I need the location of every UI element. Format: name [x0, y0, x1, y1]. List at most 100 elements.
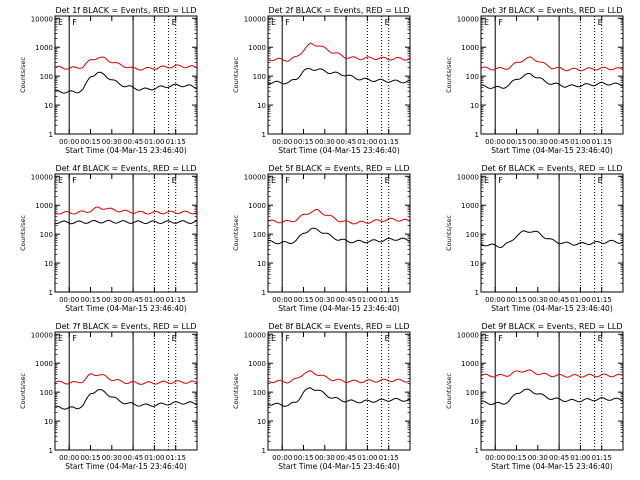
marker-label: E	[271, 176, 276, 185]
panel-title: Det 2f BLACK = Events, RED = LLD	[268, 6, 409, 15]
panel-title: Det 4f BLACK = Events, RED = LLD	[55, 164, 196, 173]
series-line-lld	[54, 206, 198, 215]
x-tick-label: 00:45	[549, 296, 569, 304]
detector-panel: Det 5f BLACK = Events, RED = LLD 1 10 100 10…	[232, 164, 411, 313]
x-tick-label: 00:00	[272, 454, 292, 462]
plot-frame	[54, 173, 198, 293]
y-tick-label: 100	[40, 73, 53, 81]
x-tick-label: 01:15	[166, 138, 186, 146]
y-tick-label: 1000	[35, 44, 53, 52]
series-line-lld	[54, 373, 198, 385]
panel-title: Det 9f BLACK = Events, RED = LLD	[481, 322, 622, 331]
y-tick-label: 1000	[461, 360, 479, 368]
x-tick-label: 00:45	[336, 454, 356, 462]
y-axis-label: Counts/sec	[19, 373, 27, 409]
x-tick-label: 01:15	[592, 296, 612, 304]
series-line-events	[480, 230, 624, 248]
y-tick-label: 10	[470, 102, 479, 110]
y-tick-label: 10	[44, 418, 53, 426]
marker-label: E	[598, 334, 603, 343]
y-tick-label: 1	[49, 289, 53, 297]
x-tick-label: 00:30	[528, 296, 548, 304]
y-tick-label: 1	[49, 131, 53, 139]
x-tick-label: 00:30	[102, 138, 122, 146]
x-tick-label: 00:15	[80, 296, 100, 304]
x-axis-label: Start Time (04-Mar-15 23:46:40)	[491, 304, 613, 313]
y-tick-label: 1000	[461, 44, 479, 52]
series-line-events	[480, 73, 624, 89]
x-axis-label: Start Time (04-Mar-15 23:46:40)	[491, 146, 613, 155]
x-tick-label: 01:00	[144, 454, 164, 462]
marker-label: E	[172, 18, 177, 27]
x-tick-label: 01:00	[570, 454, 590, 462]
x-tick-label: 00:30	[528, 454, 548, 462]
marker-label: E	[172, 334, 177, 343]
plot-frame	[54, 331, 198, 451]
detector-panel: Det 8f BLACK = Events, RED = LLD 1 10 100 10…	[232, 322, 411, 471]
series-line-lld	[267, 370, 411, 384]
x-axis-label: Start Time (04-Mar-15 23:46:40)	[65, 462, 187, 471]
y-tick-label: 10	[257, 102, 266, 110]
x-tick-label: 00:15	[293, 454, 313, 462]
plot-frame	[267, 173, 411, 293]
x-tick-label: 01:00	[357, 296, 377, 304]
x-tick-label: 00:45	[336, 296, 356, 304]
x-tick-label: 00:15	[506, 454, 526, 462]
marker-label: F	[498, 334, 503, 343]
marker-label: E	[484, 176, 489, 185]
plot-frame	[54, 15, 198, 135]
detector-panel: Det 6f BLACK = Events, RED = LLD 1 10 100 10…	[445, 164, 624, 313]
series-line-events	[54, 71, 198, 94]
panel-title: Det 3f BLACK = Events, RED = LLD	[481, 6, 622, 15]
x-tick-label: 00:15	[80, 454, 100, 462]
x-tick-label: 01:15	[379, 454, 399, 462]
x-tick-label: 00:15	[293, 296, 313, 304]
x-axis-label: Start Time (04-Mar-15 23:46:40)	[278, 462, 400, 471]
y-tick-label: 100	[40, 389, 53, 397]
series-line-lld	[480, 369, 624, 378]
plot-frame	[480, 173, 624, 293]
x-tick-label: 01:15	[592, 138, 612, 146]
marker-label: E	[484, 334, 489, 343]
marker-label: F	[285, 18, 290, 27]
x-axis-label: Start Time (04-Mar-15 23:46:40)	[278, 146, 400, 155]
series-line-events	[267, 387, 411, 407]
plot-frame	[480, 331, 624, 451]
y-tick-label: 100	[466, 389, 479, 397]
y-tick-label: 10000	[31, 173, 53, 181]
x-tick-label: 01:15	[166, 454, 186, 462]
marker-label: E	[385, 176, 390, 185]
x-tick-label: 00:15	[506, 138, 526, 146]
series-line-events	[480, 388, 624, 406]
detector-panel: Det 7f BLACK = Events, RED = LLD 1 10 100 10…	[19, 322, 198, 471]
y-tick-label: 100	[466, 73, 479, 81]
y-tick-label: 1000	[461, 202, 479, 210]
y-tick-label: 10000	[457, 15, 479, 23]
series-line-lld	[267, 208, 411, 225]
y-tick-label: 10000	[457, 331, 479, 339]
series-line-events	[54, 389, 198, 410]
x-tick-label: 00:15	[506, 296, 526, 304]
x-axis-label: Start Time (04-Mar-15 23:46:40)	[491, 462, 613, 471]
plot-frame	[480, 15, 624, 135]
series-line-events	[54, 219, 198, 225]
x-tick-label: 00:00	[485, 138, 505, 146]
detector-panel: Det 3f BLACK = Events, RED = LLD 1 10 100 10…	[445, 6, 624, 155]
panel-title: Det 6f BLACK = Events, RED = LLD	[481, 164, 622, 173]
x-tick-label: 01:00	[570, 296, 590, 304]
series-line-lld	[267, 42, 411, 62]
y-axis-label: Counts/sec	[445, 373, 453, 409]
y-tick-label: 100	[253, 73, 266, 81]
detector-panel: Det 2f BLACK = Events, RED = LLD 1 10 100 10…	[232, 6, 411, 155]
y-tick-label: 1	[262, 131, 266, 139]
x-tick-label: 00:00	[272, 296, 292, 304]
y-tick-label: 1000	[248, 202, 266, 210]
x-axis-label: Start Time (04-Mar-15 23:46:40)	[65, 146, 187, 155]
x-tick-label: 01:00	[357, 454, 377, 462]
y-tick-label: 10000	[31, 331, 53, 339]
x-tick-label: 01:00	[144, 138, 164, 146]
x-tick-label: 00:45	[123, 138, 143, 146]
detector-panel: Det 1f BLACK = Events, RED = LLD 1 10 100 10…	[19, 6, 198, 155]
x-tick-label: 01:15	[166, 296, 186, 304]
